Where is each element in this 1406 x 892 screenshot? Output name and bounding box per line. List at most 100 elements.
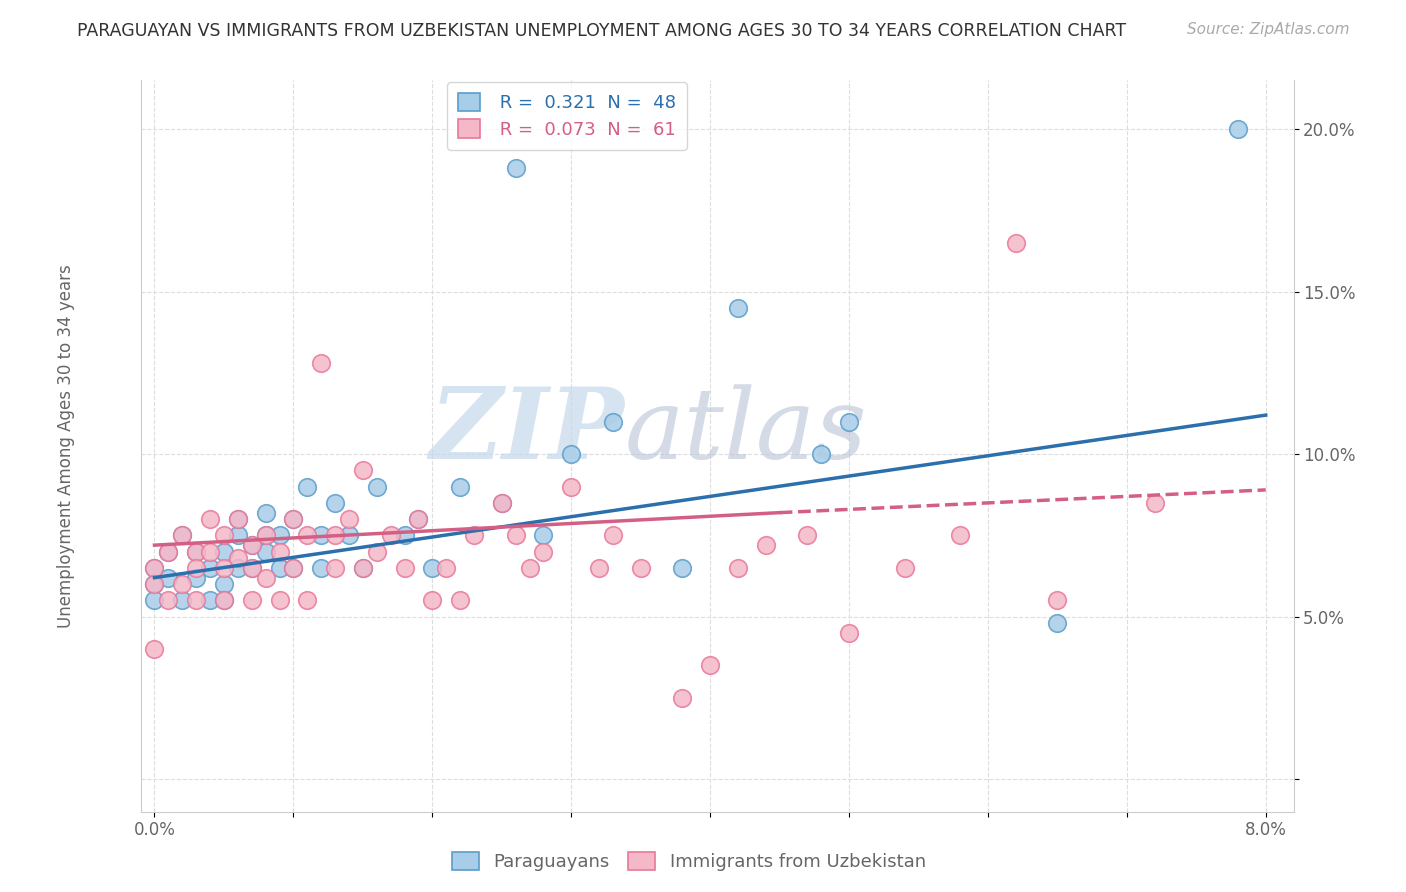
Point: [533, 528, 555, 542]
Point: [240, 538, 263, 552]
Point: [172, 593, 194, 607]
Point: [226, 512, 249, 526]
Point: [323, 528, 346, 542]
Point: [240, 561, 263, 575]
Point: [186, 544, 208, 558]
Point: [309, 528, 332, 542]
Point: [198, 512, 221, 526]
Point: [283, 512, 305, 526]
Point: [269, 593, 291, 607]
Point: [172, 528, 194, 542]
Point: [254, 544, 277, 558]
Point: [269, 561, 291, 575]
Point: [408, 512, 430, 526]
Point: [1046, 593, 1069, 607]
Point: [505, 161, 527, 175]
Point: [449, 480, 471, 494]
Point: [143, 577, 166, 591]
Point: [157, 544, 180, 558]
Point: [143, 561, 166, 575]
Point: [198, 544, 221, 558]
Point: [491, 496, 513, 510]
Point: [143, 593, 166, 607]
Point: [949, 528, 972, 542]
Point: [212, 544, 235, 558]
Point: [283, 561, 305, 575]
Text: PARAGUAYAN VS IMMIGRANTS FROM UZBEKISTAN UNEMPLOYMENT AMONG AGES 30 TO 34 YEARS : PARAGUAYAN VS IMMIGRANTS FROM UZBEKISTAN…: [77, 22, 1126, 40]
Point: [157, 571, 180, 585]
Point: [186, 571, 208, 585]
Point: [254, 571, 277, 585]
Point: [671, 690, 693, 705]
Point: [519, 561, 541, 575]
Point: [1226, 122, 1249, 136]
Text: Unemployment Among Ages 30 to 34 years: Unemployment Among Ages 30 to 34 years: [56, 264, 75, 628]
Point: [309, 561, 332, 575]
Point: [602, 528, 624, 542]
Point: [727, 301, 749, 315]
Text: Source: ZipAtlas.com: Source: ZipAtlas.com: [1187, 22, 1350, 37]
Text: ZIP: ZIP: [430, 384, 624, 480]
Point: [198, 593, 221, 607]
Point: [337, 528, 360, 542]
Point: [893, 561, 915, 575]
Text: atlas: atlas: [624, 384, 868, 479]
Point: [838, 626, 860, 640]
Point: [198, 561, 221, 575]
Point: [186, 561, 208, 575]
Point: [254, 528, 277, 542]
Point: [1143, 496, 1166, 510]
Point: [240, 561, 263, 575]
Point: [630, 561, 652, 575]
Point: [226, 551, 249, 566]
Point: [212, 528, 235, 542]
Point: [226, 528, 249, 542]
Point: [297, 528, 319, 542]
Legend: Paraguayans, Immigrants from Uzbekistan: Paraguayans, Immigrants from Uzbekistan: [444, 845, 934, 879]
Point: [172, 528, 194, 542]
Point: [212, 577, 235, 591]
Point: [671, 561, 693, 575]
Legend:  R =  0.321  N =  48,  R =  0.073  N =  61: R = 0.321 N = 48, R = 0.073 N = 61: [447, 82, 688, 150]
Point: [755, 538, 778, 552]
Point: [434, 561, 457, 575]
Point: [226, 512, 249, 526]
Point: [560, 480, 582, 494]
Point: [1004, 235, 1026, 250]
Point: [380, 528, 402, 542]
Point: [297, 593, 319, 607]
Point: [240, 538, 263, 552]
Point: [323, 561, 346, 575]
Point: [337, 512, 360, 526]
Point: [588, 561, 610, 575]
Point: [352, 463, 374, 477]
Point: [602, 415, 624, 429]
Point: [143, 561, 166, 575]
Point: [352, 561, 374, 575]
Point: [420, 561, 443, 575]
Point: [226, 561, 249, 575]
Point: [699, 658, 721, 673]
Point: [212, 561, 235, 575]
Point: [297, 480, 319, 494]
Point: [838, 415, 860, 429]
Point: [212, 593, 235, 607]
Point: [172, 577, 194, 591]
Point: [269, 528, 291, 542]
Point: [157, 544, 180, 558]
Point: [796, 528, 818, 542]
Point: [186, 593, 208, 607]
Point: [449, 593, 471, 607]
Point: [323, 496, 346, 510]
Point: [727, 561, 749, 575]
Point: [366, 544, 388, 558]
Point: [186, 544, 208, 558]
Point: [240, 593, 263, 607]
Point: [491, 496, 513, 510]
Point: [505, 528, 527, 542]
Point: [269, 544, 291, 558]
Point: [157, 593, 180, 607]
Point: [283, 561, 305, 575]
Point: [283, 512, 305, 526]
Point: [212, 593, 235, 607]
